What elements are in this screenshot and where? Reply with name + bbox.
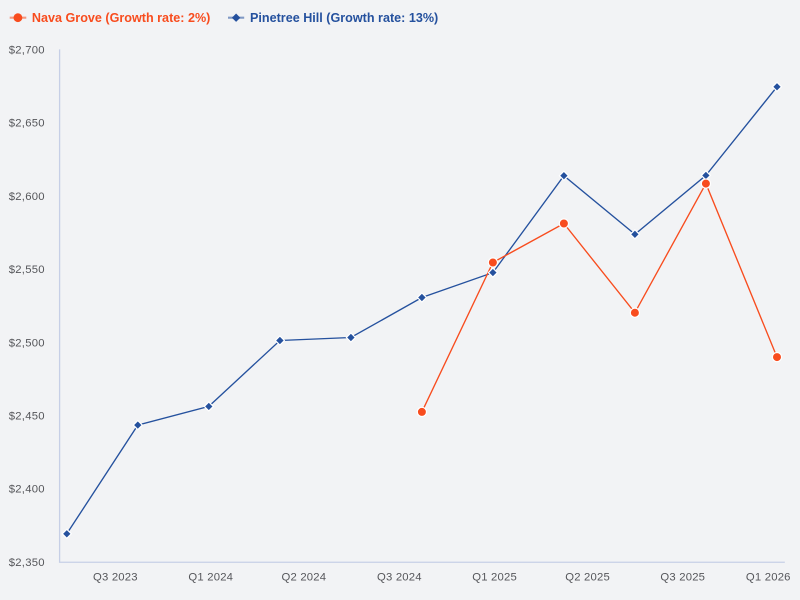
svg-text:$2,450: $2,450: [9, 411, 45, 423]
svg-text:$2,350: $2,350: [9, 557, 45, 569]
svg-text:$2,550: $2,550: [9, 264, 45, 276]
svg-text:$2,400: $2,400: [9, 484, 45, 496]
svg-text:Q3 2025: Q3 2025: [660, 571, 705, 583]
svg-text:Pinetree Hill (Growth rate: 13: Pinetree Hill (Growth rate: 13%): [250, 11, 438, 25]
svg-text:Q3 2024: Q3 2024: [377, 571, 422, 583]
svg-text:Q2 2025: Q2 2025: [565, 571, 610, 583]
svg-text:Q3 2023: Q3 2023: [93, 571, 138, 583]
svg-text:Q1 2024: Q1 2024: [188, 571, 233, 583]
svg-text:$2,500: $2,500: [9, 337, 45, 349]
svg-text:Q1 2026: Q1 2026: [746, 571, 791, 583]
svg-text:$2,650: $2,650: [9, 118, 45, 130]
svg-text:$2,700: $2,700: [9, 45, 45, 57]
svg-text:$2,600: $2,600: [9, 191, 45, 203]
svg-text:Q1 2025: Q1 2025: [472, 571, 517, 583]
svg-text:Q2 2024: Q2 2024: [282, 571, 327, 583]
svg-text:Nava Grove (Growth rate: 2%): Nava Grove (Growth rate: 2%): [32, 11, 210, 25]
